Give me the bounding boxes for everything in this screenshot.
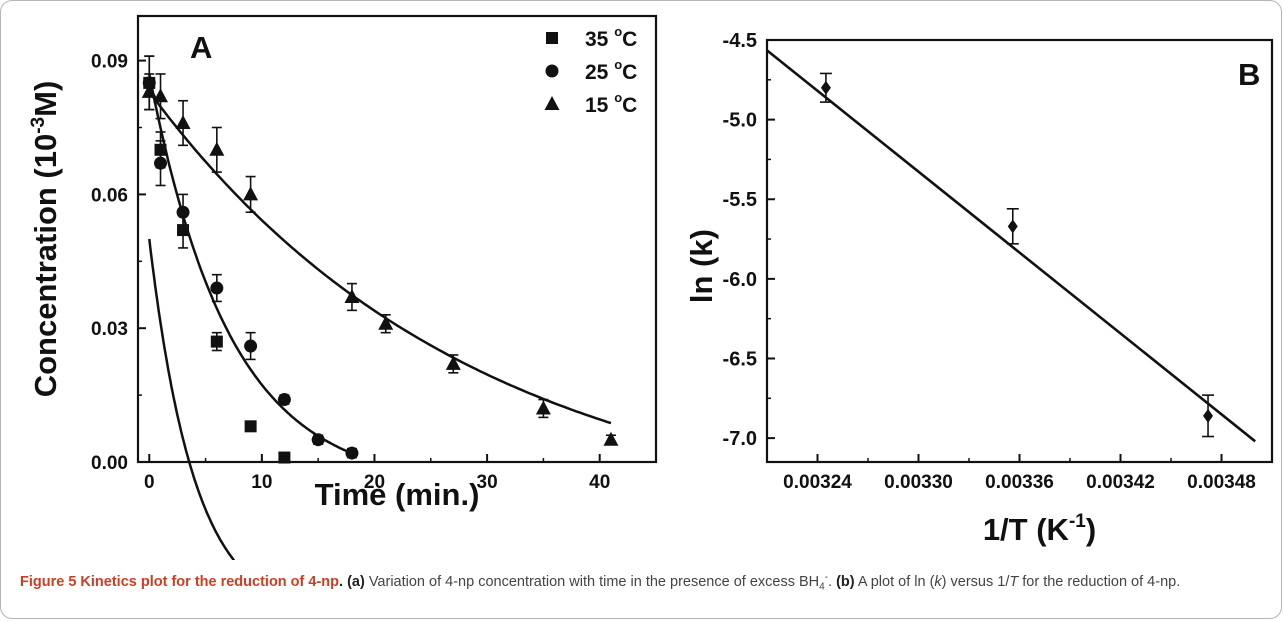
caption-b-k: k [934, 573, 942, 590]
data-point [344, 288, 360, 303]
x-tick-label: 0.00324 [783, 472, 852, 493]
x-axis-label-main: 1/T (K [983, 512, 1070, 547]
data-point [154, 156, 168, 170]
panel-label: A [190, 30, 212, 65]
data-point [1203, 408, 1214, 423]
caption-b-text: A plot of ln ( [854, 573, 935, 590]
x-tick-label: 40 [589, 472, 610, 493]
fit-curve [148, 238, 236, 560]
y-axis-label-sup: -3 [28, 117, 49, 134]
x-axis-label: Time (min.) [315, 477, 480, 512]
data-point [141, 83, 157, 98]
y-axis-label-end: M) [28, 81, 63, 117]
chart-b: 0.00324 0.00330 0.00336 0.00342 0.00348 -4.5 -… [684, 30, 1274, 547]
y-tick-label: 0.06 [91, 185, 128, 206]
data-point [445, 355, 461, 370]
y-tick-label: -6.5 [723, 348, 757, 370]
legend-label: 15 oC [585, 90, 637, 117]
y-axis-label-main: Concentration (10 [28, 134, 63, 398]
data-point [603, 431, 619, 446]
legend-label-end: C [622, 61, 637, 84]
caption-b-tag: (b) [836, 573, 855, 590]
legend-label-main: 35 [585, 28, 614, 51]
caption-title: Figure 5 Kinetics plot for the reduction… [20, 573, 340, 590]
fit-line [766, 49, 1256, 443]
caption-a-tag: (a) [347, 573, 365, 590]
data-point [209, 141, 225, 156]
data-point [311, 433, 325, 447]
legend-marker [544, 96, 560, 110]
caption-b-mid: ) versus 1/ [941, 573, 1010, 590]
data-point [176, 205, 190, 219]
data-point [153, 88, 169, 103]
x-tick-label: 0.00348 [1187, 472, 1256, 493]
data-point [1007, 219, 1018, 234]
data-point [244, 339, 258, 353]
x-tick-label: 0.00342 [1086, 472, 1155, 493]
data-point [210, 281, 224, 295]
x-tick-label: 0 [144, 472, 155, 493]
legend-label-sup: o [614, 24, 622, 39]
caption-a-sup: - [824, 572, 829, 583]
y-axis-label: ln (k) [684, 229, 719, 303]
figure-caption: Figure 5 Kinetics plot for the reduction… [20, 568, 1270, 598]
y-tick-label: 0.00 [91, 453, 128, 474]
legend-marker [545, 64, 559, 78]
data-point [278, 451, 291, 464]
data-point [820, 80, 831, 95]
data-point [378, 315, 394, 330]
y-tick-label: -7.0 [723, 428, 757, 450]
legend-label-main: 15 [585, 94, 614, 117]
y-tick-label: 0.09 [91, 52, 128, 73]
panel-label: B [1238, 57, 1260, 92]
y-tick-label: -4.5 [723, 30, 757, 52]
data-point [345, 446, 359, 460]
x-tick-label: 30 [477, 472, 498, 493]
data-point [277, 393, 291, 407]
data-point [244, 420, 257, 433]
caption-b-t: T [1009, 573, 1019, 590]
y-tick-label: -5.5 [723, 189, 757, 211]
data-point [535, 400, 551, 415]
data-point [210, 335, 223, 348]
fit-curve [148, 91, 612, 425]
x-tick-label: 0.00330 [884, 472, 953, 493]
series-0 [766, 49, 1256, 443]
caption-a-end: . [828, 573, 837, 590]
legend-label: 25 oC [585, 57, 637, 84]
data-point [175, 115, 191, 130]
y-tick-label: -5.0 [723, 110, 757, 132]
x-tick-label: 0.00336 [985, 472, 1054, 493]
caption-a-sub: 4 [819, 581, 825, 593]
chart-a: 0 10 20 30 40 0.00 0.03 0.06 0.09 Time (min.) Conc… [28, 14, 658, 560]
series-1: 25 oC [142, 55, 637, 460]
x-tick-label: 10 [251, 472, 272, 493]
series-2: 15 oC [141, 73, 637, 446]
legend-label: 35 oC [585, 24, 637, 51]
x-axis-label-sup: -1 [1069, 511, 1086, 532]
legend-label-sup: o [614, 57, 622, 72]
caption-sep: . [339, 573, 348, 590]
y-tick-label: -6.0 [723, 269, 757, 291]
x-tick-label: 20 [364, 472, 385, 493]
legend-label-end: C [622, 28, 637, 51]
x-axis-label: 1/T (K-1) [983, 511, 1096, 547]
legend-label-sup: o [614, 90, 622, 105]
caption-b-end: for the reduction of 4-np. [1018, 573, 1181, 590]
y-axis-label: Concentration (10-3M) [28, 81, 63, 398]
y-tick-label: 0.03 [91, 319, 128, 340]
legend-label-main: 25 [585, 61, 614, 84]
caption-a-text: Variation of 4-np concentration with tim… [364, 573, 820, 590]
legend-marker [546, 32, 558, 44]
data-point [243, 186, 259, 201]
plot-frame [136, 14, 658, 464]
legend-label-end: C [622, 94, 637, 117]
x-axis-label-end: ) [1086, 512, 1096, 547]
